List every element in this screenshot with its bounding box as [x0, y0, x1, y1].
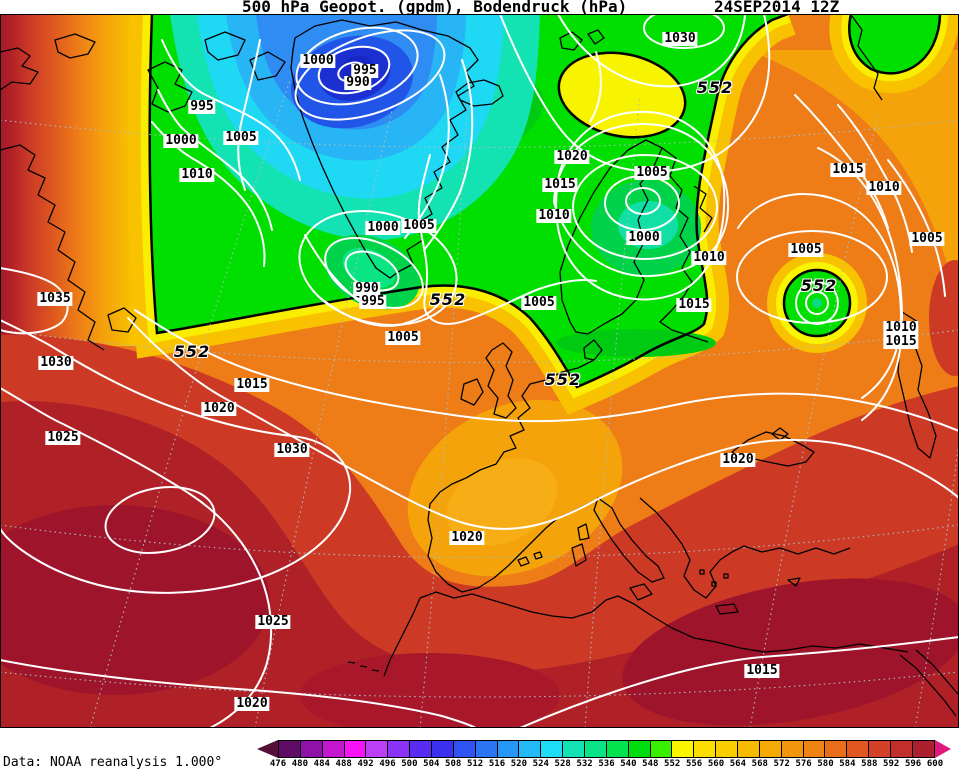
isobars [0, 14, 959, 728]
colorbar-tick: 552 [664, 759, 681, 769]
colorbar-segment [453, 741, 476, 757]
credits: Data: NOAA reanalysis 1.000° (C) Wetterz… [3, 729, 222, 770]
colorbar-tick: 520 [510, 759, 528, 769]
colorbar-segment [497, 741, 520, 757]
colorbar-tick: 504 [423, 759, 440, 769]
colorbar-segment [322, 741, 345, 757]
colorbar-tick: 564 [729, 759, 747, 769]
colorbar-tick: 512 [466, 759, 484, 769]
colorbar-segment [869, 741, 892, 757]
colorbar-segment [847, 741, 870, 757]
colorbar-segment [759, 741, 782, 757]
page-datetime: 24SEP2014 12Z [714, 0, 840, 16]
colorbar-segment [891, 741, 913, 757]
colorbar-tick: 556 [685, 759, 703, 769]
colorbar-arrow-right [935, 740, 951, 758]
colorbar-segment [279, 741, 301, 757]
colorbar-tick: 476 [269, 759, 287, 769]
colorbar-segment [650, 741, 673, 757]
credits-data-source: Data: NOAA reanalysis 1.000° [3, 755, 223, 770]
colorbar-tick: 596 [904, 759, 922, 769]
colorbar-segment [912, 741, 934, 757]
colorbar-segment [541, 741, 564, 757]
coastlines [0, 15, 959, 717]
colorbar-tick: 496 [379, 759, 396, 769]
colorbar-segment [475, 741, 498, 757]
colorbar-tick: 508 [445, 759, 462, 769]
colorbar-tick: 516 [488, 759, 506, 769]
colorbar-arrow-left [257, 740, 278, 758]
colorbar-segment [344, 741, 367, 757]
colorbar-tick: 528 [554, 759, 571, 769]
colorbar-tick: 584 [839, 759, 856, 769]
weather-map [0, 14, 959, 728]
colorbar-segment [781, 741, 804, 757]
page-title: 500 hPa Geopot. (gpdm), Bodendruck (hPa) [242, 0, 628, 16]
colorbar-segment [432, 741, 454, 757]
colorbar-tick: 484 [313, 759, 330, 769]
colorbar-segment [410, 741, 433, 757]
colorbar-segment [519, 741, 542, 757]
colorbar-segment [803, 741, 826, 757]
colorbar-tick: 568 [751, 759, 768, 769]
colorbar-segment [738, 741, 760, 757]
colorbar-tick: 548 [642, 759, 659, 769]
colorbar-segment [672, 741, 695, 757]
colorbar-segment [563, 741, 586, 757]
colorbar-tick: 492 [357, 759, 374, 769]
colorbar-segment [716, 741, 739, 757]
colorbar-tick: 532 [576, 759, 593, 769]
colorbar-tick: 536 [598, 759, 615, 769]
colorbar-segment [388, 741, 411, 757]
colorbar-tick: 572 [773, 759, 790, 769]
colorbar-segment [366, 741, 389, 757]
colorbar-tick: 524 [532, 759, 549, 769]
colorbar-tick: 480 [291, 759, 309, 769]
colorbar-segments [278, 740, 935, 758]
colorbar-segment [606, 741, 629, 757]
colorbar-tick: 540 [620, 759, 637, 769]
colorbar-segment [300, 741, 323, 757]
colorbar-tick: 588 [861, 759, 878, 769]
colorbar-tick: 580 [817, 759, 834, 769]
colorbar-segment [585, 741, 607, 757]
colorbar-tick: 488 [335, 759, 352, 769]
contour-552 [148, 14, 942, 389]
colorbar-segment [694, 741, 717, 757]
colorbar-tick: 576 [795, 759, 812, 769]
colorbar-tick: 592 [883, 759, 900, 769]
colorbar-tick: 500 [401, 759, 418, 769]
colorbar-segment [825, 741, 848, 757]
colorbar-tick: 560 [707, 759, 725, 769]
colorbar-tick: 600 [926, 759, 944, 769]
colorbar-segment [628, 741, 651, 757]
colorbar [257, 740, 951, 758]
